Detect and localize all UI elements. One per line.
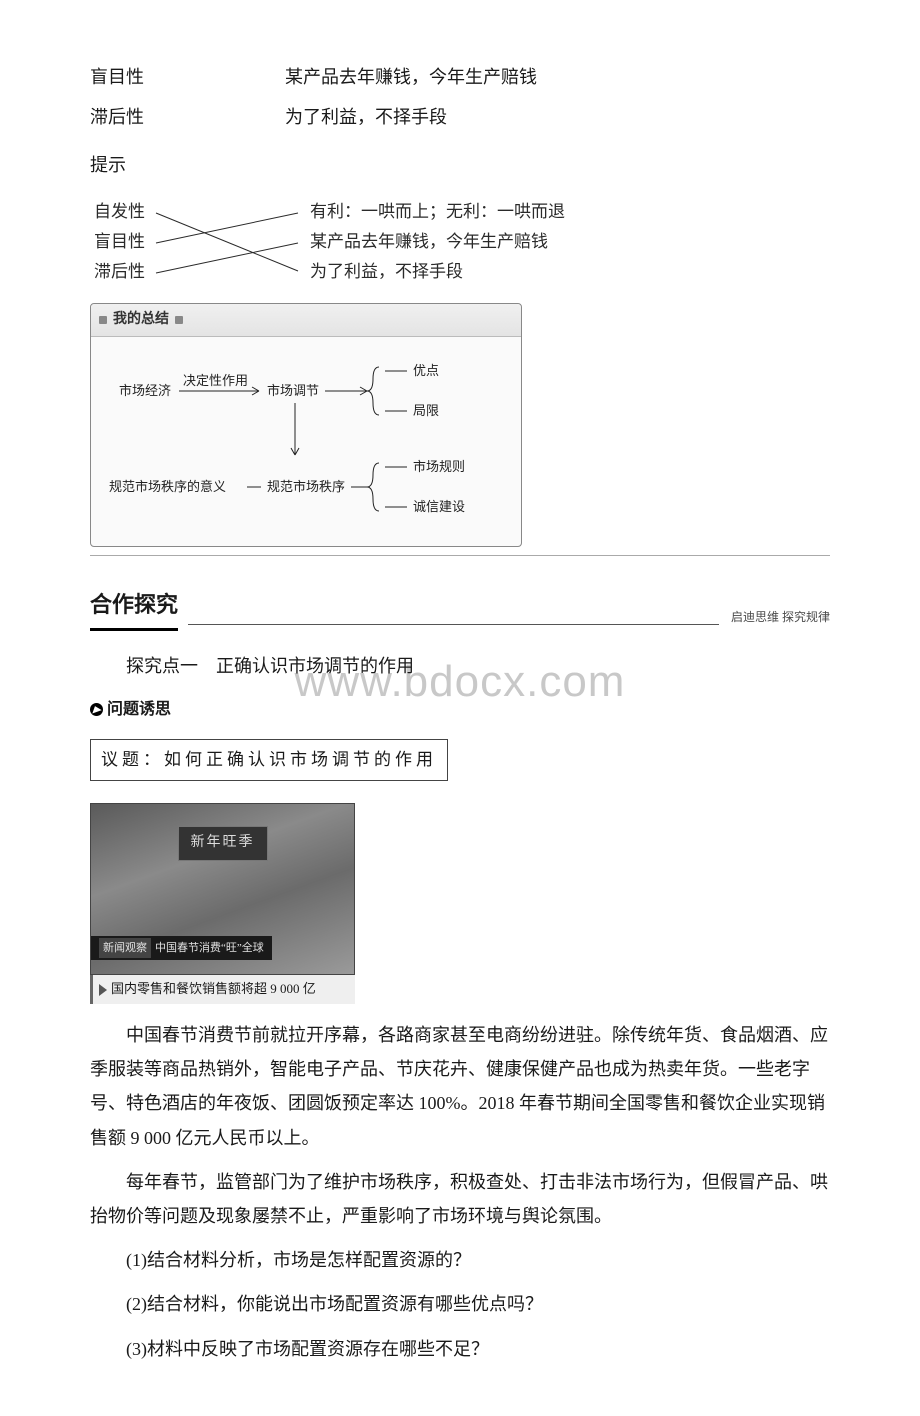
prompt-text: 问题诱思 — [107, 695, 171, 725]
ticker-tag: 新闻观察 — [99, 938, 151, 959]
pair-term: 滞后性 — [90, 100, 285, 134]
cross-left-2: 滞后性 — [94, 262, 145, 281]
summary-header: 我的总结 — [91, 304, 521, 338]
heading-subtitle: 启迪思维 探究规律 — [719, 606, 830, 631]
pair-term: 盲目性 — [90, 60, 285, 94]
summary-node: 规范市场秩序 — [267, 479, 345, 494]
photo-ticker: 新闻观察 中国春节消费“旺”全球 — [91, 936, 272, 961]
cross-line — [156, 213, 298, 243]
caption-text: 国内零售和餐饮销售额将超 9 000 亿 — [111, 977, 316, 1002]
question-item: (3)材料中反映了市场配置资源存在哪些不足？ — [90, 1332, 830, 1366]
pair-row: 滞后性 为了利益，不择手段 — [90, 100, 830, 134]
square-icon — [99, 316, 107, 324]
question-item: (2)结合材料，你能说出市场配置资源有哪些优点吗？ — [90, 1287, 830, 1321]
square-icon — [175, 316, 183, 324]
news-photo-block: 新年旺季 新闻观察 中国春节消费“旺”全球 国内零售和餐饮销售额将超 9 000… — [90, 803, 355, 1004]
divider — [90, 555, 830, 556]
cross-left-0: 自发性 — [94, 202, 145, 221]
heading-rule — [188, 624, 719, 625]
definition-pairs: 盲目性 某产品去年赚钱，今年生产赔钱 滞后性 为了利益，不择手段 — [90, 60, 830, 134]
body-paragraph: 每年春节，监管部门为了维护市场秩序，积极查处、打击非法市场行为，但假冒产品、哄抬… — [90, 1165, 830, 1233]
body-paragraph: 中国春节消费节前就拉开序幕，各路商家甚至电商纷纷进驻。除传统年货、食品烟酒、应季… — [90, 1018, 830, 1155]
section-heading-row: 合作探究 启迪思维 探究规律 — [90, 584, 830, 631]
summary-leaf: 诚信建设 — [413, 499, 465, 514]
ticker-text: 中国春节消费“旺”全球 — [155, 938, 264, 959]
cross-right-1: 某产品去年赚钱，今年生产赔钱 — [310, 232, 548, 251]
pair-row: 盲目性 某产品去年赚钱，今年生产赔钱 — [90, 60, 830, 94]
cross-match-diagram: 自发性 盲目性 滞后性 有利：一哄而上；无利：一哄而退 某产品去年赚钱，今年生产… — [90, 197, 830, 293]
summary-node: 市场调节 — [267, 383, 319, 398]
summary-node: 规范市场秩序的意义 — [109, 479, 226, 494]
prompt-label: 问题诱思 — [90, 695, 830, 725]
summary-leaf: 市场规则 — [413, 459, 465, 474]
bullet-icon — [90, 703, 103, 716]
discussion-topic-box: 议题：如何正确认识市场调节的作用 — [90, 739, 448, 781]
my-summary-box: 我的总结 市场经济 决定性作用 市场调节 优点 局限 规范市场秩序的意义 规范市… — [90, 303, 522, 547]
cross-line — [156, 213, 298, 271]
pair-desc: 为了利益，不择手段 — [285, 100, 830, 134]
summary-diagram: 市场经济 决定性作用 市场调节 优点 局限 规范市场秩序的意义 规范市场秩序 市… — [91, 337, 521, 527]
cross-right-2: 为了利益，不择手段 — [310, 262, 463, 281]
summary-edge-label: 决定性作用 — [183, 373, 248, 388]
news-photo: 新年旺季 新闻观察 中国春节消费“旺”全球 — [90, 803, 355, 975]
section-heading: 合作探究 — [90, 584, 178, 631]
cross-line — [156, 243, 298, 273]
summary-leaf: 优点 — [413, 363, 439, 378]
hint-label: 提示 — [90, 148, 830, 182]
topic-line: 探究点一 正确认识市场调节的作用 — [90, 649, 830, 683]
pair-desc: 某产品去年赚钱，今年生产赔钱 — [285, 60, 830, 94]
photo-caption: 国内零售和餐饮销售额将超 9 000 亿 — [90, 975, 355, 1004]
question-item: (1)结合材料分析，市场是怎样配置资源的？ — [90, 1243, 830, 1277]
summary-title: 我的总结 — [113, 307, 169, 334]
cross-right-0: 有利：一哄而上；无利：一哄而退 — [310, 202, 565, 221]
summary-leaf: 局限 — [413, 403, 439, 418]
caption-arrow-icon — [99, 984, 107, 996]
cross-left-1: 盲目性 — [94, 232, 145, 251]
summary-node: 市场经济 — [119, 383, 171, 398]
photo-banner-text: 新年旺季 — [178, 826, 268, 861]
